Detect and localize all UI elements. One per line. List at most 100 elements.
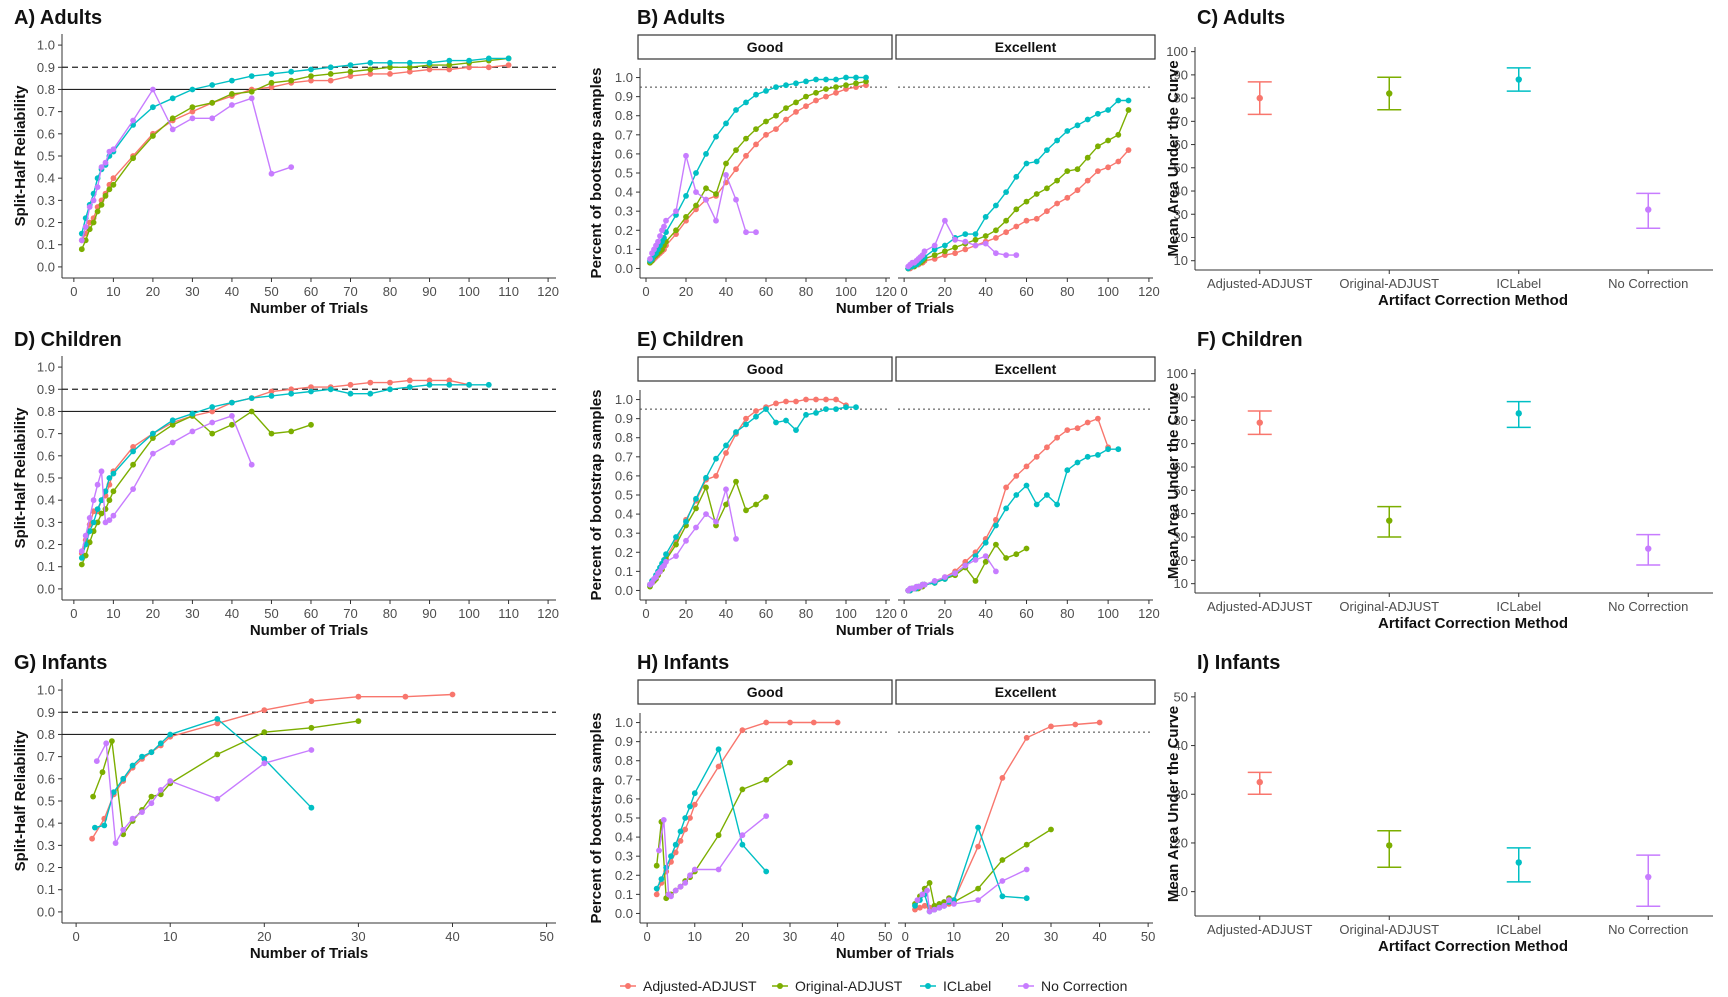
data-point <box>86 515 93 521</box>
facet-strip <box>637 679 893 705</box>
data-point <box>733 478 739 485</box>
data-point <box>715 832 722 839</box>
x-tick-label: 30 <box>1044 929 1058 944</box>
facet-title: Good <box>747 39 784 55</box>
chart-I: I) Infants 10 20 30 40 50 Adjusted-ADJUST Origi… <box>1165 652 1713 955</box>
data-point <box>1023 217 1030 224</box>
data-point <box>94 519 101 526</box>
data-point <box>485 55 492 62</box>
x-axis-label: Number of Trials <box>250 300 368 317</box>
data-point <box>367 66 374 73</box>
data-point <box>672 849 679 856</box>
data-point <box>687 803 693 810</box>
data-point <box>90 793 96 800</box>
data-point <box>783 398 789 405</box>
data-point <box>98 201 105 208</box>
data-point <box>229 91 235 97</box>
data-point <box>157 787 164 793</box>
x-tick-label: 40 <box>719 606 733 621</box>
x-tick-label: 80 <box>383 284 397 299</box>
data-point <box>1096 719 1103 726</box>
mean-point <box>1645 873 1652 881</box>
data-point <box>962 238 969 245</box>
data-point <box>941 902 947 909</box>
data-point <box>327 77 334 84</box>
data-point <box>1074 122 1081 129</box>
data-point <box>715 763 722 770</box>
x-tick-label: 20 <box>257 929 271 944</box>
data-point <box>98 468 105 475</box>
data-point <box>733 196 739 203</box>
data-point <box>853 80 859 87</box>
data-point <box>993 516 999 523</box>
data-point <box>1023 463 1030 470</box>
data-point <box>485 381 492 388</box>
data-point <box>668 853 674 860</box>
data-point <box>773 126 779 132</box>
data-point <box>962 246 969 253</box>
data-point <box>1054 434 1060 441</box>
data-point <box>466 57 472 64</box>
data-point <box>1003 484 1009 491</box>
data-point <box>288 386 295 393</box>
y-tick-label: 0.4 <box>615 185 633 200</box>
data-point <box>288 390 295 397</box>
data-point <box>733 536 739 542</box>
data-point <box>813 89 819 96</box>
data-point <box>214 716 221 722</box>
facet-title: Good <box>747 684 784 700</box>
data-point <box>82 224 89 230</box>
data-point <box>268 84 275 91</box>
data-point <box>1084 154 1091 161</box>
data-point <box>1003 229 1009 236</box>
data-point <box>703 185 709 192</box>
data-point <box>1044 147 1050 154</box>
x-tick-label: 40 <box>445 929 459 944</box>
data-point <box>308 421 314 428</box>
data-point <box>1064 168 1071 175</box>
data-point <box>214 751 221 758</box>
facet-excellent: Excellent 0 10 20 30 40 50 <box>895 679 1156 944</box>
mean-point <box>1515 859 1522 866</box>
x-tick-label: 100 <box>1097 606 1119 621</box>
series-line <box>81 379 470 554</box>
data-point <box>387 64 393 71</box>
series-line <box>81 64 509 241</box>
data-point <box>209 404 216 410</box>
y-tick-label: 20 <box>1174 230 1188 245</box>
data-point <box>763 88 769 94</box>
data-point <box>743 152 749 159</box>
data-point <box>993 522 999 529</box>
data-point <box>505 62 512 68</box>
data-point <box>288 164 295 171</box>
series-line <box>81 410 312 565</box>
data-point <box>367 390 374 397</box>
data-point <box>466 381 472 388</box>
data-point <box>833 396 839 403</box>
y-tick-label: 80 <box>1174 413 1188 428</box>
mean-point <box>1256 94 1263 102</box>
data-point <box>723 172 729 178</box>
legend-label: ICLabel <box>943 978 991 994</box>
data-point <box>446 381 453 388</box>
y-tick-label: 70 <box>1174 114 1188 129</box>
data-point <box>1095 452 1101 458</box>
series-line <box>81 57 509 250</box>
data-point <box>673 227 679 234</box>
data-point <box>1074 425 1081 432</box>
data-point <box>189 115 196 122</box>
data-point <box>209 419 216 426</box>
data-point <box>647 256 653 262</box>
data-point <box>691 866 698 873</box>
data-point <box>109 738 115 744</box>
series-line <box>81 384 489 559</box>
data-point <box>919 891 926 898</box>
series-line <box>656 762 791 900</box>
data-point <box>86 204 93 210</box>
data-point <box>793 80 799 87</box>
data-point <box>1044 185 1050 192</box>
data-point <box>663 558 669 565</box>
y-tick-label: 40 <box>1174 738 1188 753</box>
data-point <box>229 102 235 108</box>
data-point <box>347 68 354 75</box>
